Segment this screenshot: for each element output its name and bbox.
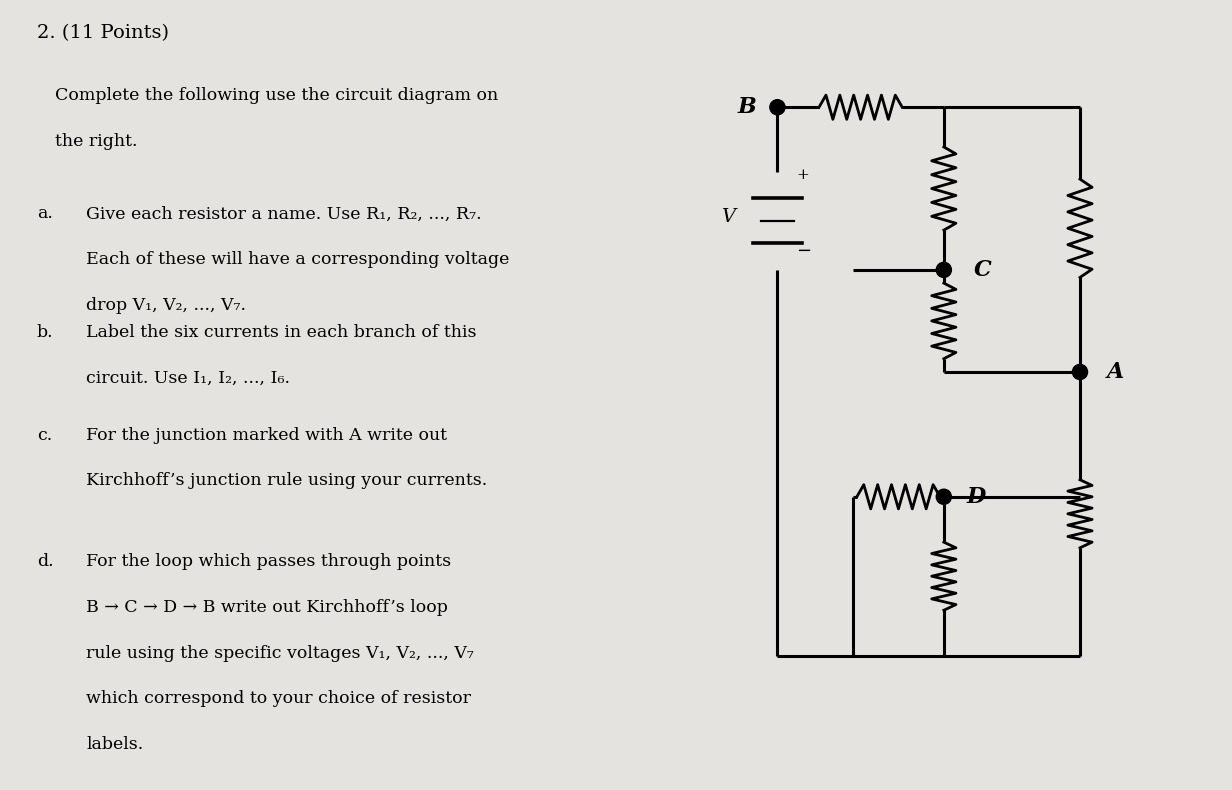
Text: +: + [796, 168, 809, 182]
Text: Kirchhoff’s junction rule using your currents.: Kirchhoff’s junction rule using your cur… [86, 472, 488, 490]
Text: −: − [796, 242, 812, 260]
Text: A: A [1106, 361, 1124, 383]
Text: B → C → D → B write out Kirchhoff’s loop: B → C → D → B write out Kirchhoff’s loop [86, 599, 448, 616]
Text: For the junction marked with A write out: For the junction marked with A write out [86, 427, 447, 444]
Text: Label the six currents in each branch of this: Label the six currents in each branch of… [86, 324, 477, 341]
Text: Complete the following use the circuit diagram on: Complete the following use the circuit d… [55, 87, 499, 104]
Text: b.: b. [37, 324, 53, 341]
Text: C: C [975, 259, 992, 281]
Circle shape [1072, 364, 1088, 379]
Text: circuit. Use I₁, I₂, ..., I₆.: circuit. Use I₁, I₂, ..., I₆. [86, 370, 291, 387]
Text: V: V [721, 208, 736, 226]
Circle shape [936, 489, 951, 504]
Text: B: B [738, 96, 756, 118]
Text: c.: c. [37, 427, 52, 444]
Circle shape [770, 100, 785, 115]
Text: which correspond to your choice of resistor: which correspond to your choice of resis… [86, 690, 471, 708]
Text: rule using the specific voltages V₁, V₂, ..., V₇: rule using the specific voltages V₁, V₂,… [86, 645, 474, 662]
Text: a.: a. [37, 205, 53, 223]
Text: drop V₁, V₂, ..., V₇.: drop V₁, V₂, ..., V₇. [86, 297, 246, 314]
Text: Each of these will have a corresponding voltage: Each of these will have a corresponding … [86, 251, 510, 269]
Text: Give each resistor a name. Use R₁, R₂, ..., R₇.: Give each resistor a name. Use R₁, R₂, .… [86, 205, 482, 223]
Text: For the loop which passes through points: For the loop which passes through points [86, 553, 451, 570]
Text: the right.: the right. [55, 133, 138, 150]
Text: labels.: labels. [86, 736, 143, 754]
Circle shape [936, 262, 951, 277]
Text: d.: d. [37, 553, 53, 570]
Text: 2. (11 Points): 2. (11 Points) [37, 24, 169, 42]
Text: D: D [967, 486, 986, 508]
